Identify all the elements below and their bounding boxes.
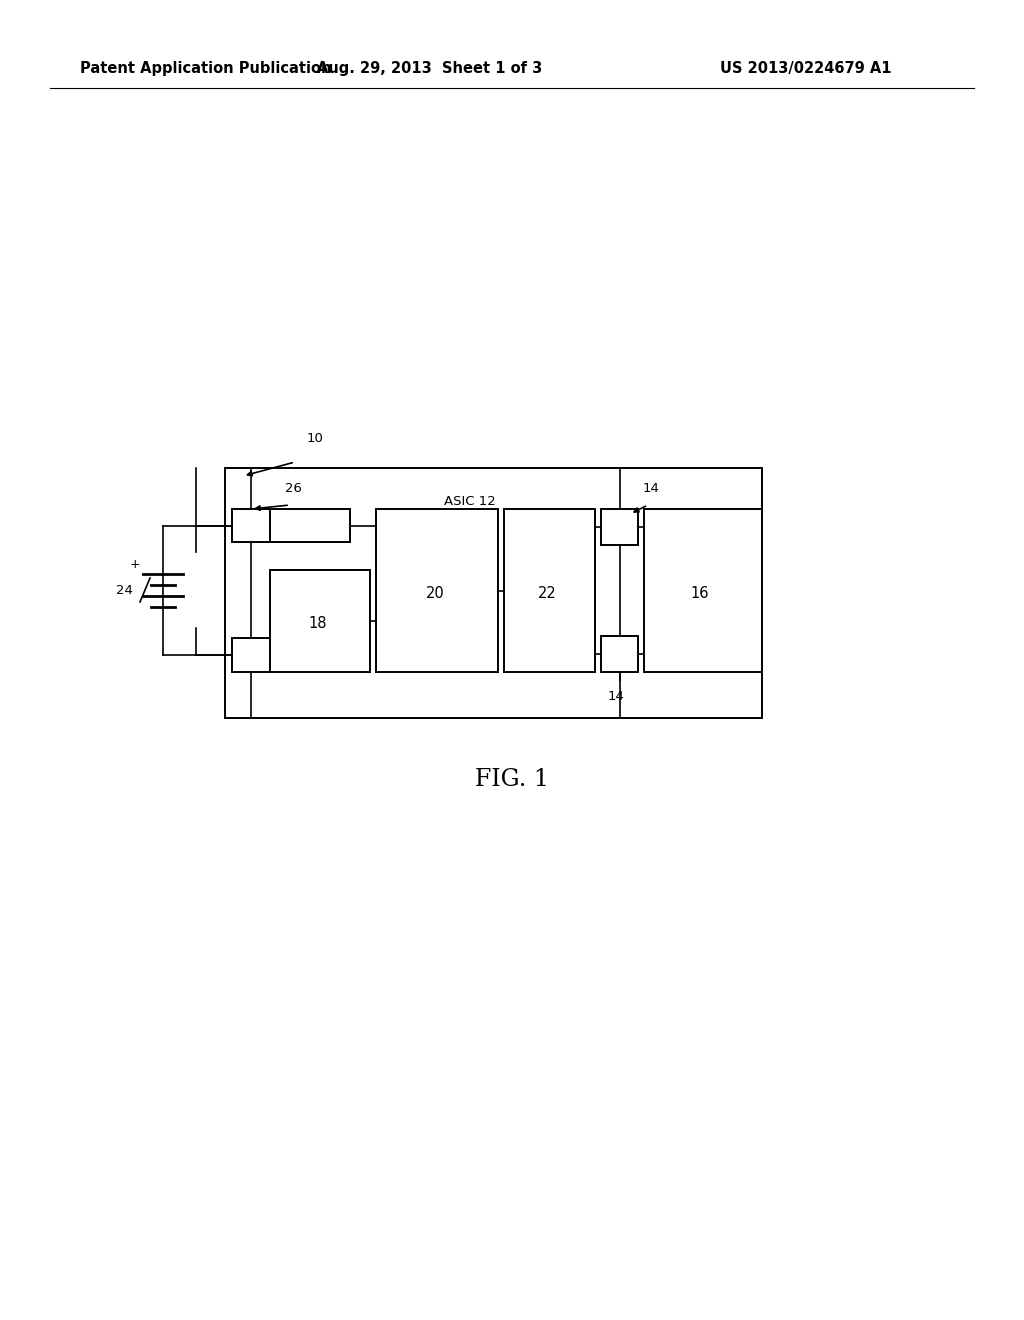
Bar xyxy=(644,510,762,672)
Text: 24: 24 xyxy=(116,583,133,597)
Bar xyxy=(601,636,638,672)
Bar xyxy=(232,510,270,543)
Text: 16: 16 xyxy=(691,586,710,601)
Bar xyxy=(376,510,498,672)
Text: ASIC 12: ASIC 12 xyxy=(444,495,496,508)
Text: Aug. 29, 2013  Sheet 1 of 3: Aug. 29, 2013 Sheet 1 of 3 xyxy=(317,61,543,75)
Bar xyxy=(270,510,350,543)
Text: +: + xyxy=(129,558,140,572)
Text: 10: 10 xyxy=(307,432,324,445)
Text: FIG. 1: FIG. 1 xyxy=(475,768,549,791)
Text: 20: 20 xyxy=(426,586,444,601)
Text: 26: 26 xyxy=(285,482,302,495)
Text: 14: 14 xyxy=(643,482,659,495)
Text: US 2013/0224679 A1: US 2013/0224679 A1 xyxy=(720,61,892,75)
Text: 18: 18 xyxy=(309,616,328,631)
Text: 22: 22 xyxy=(538,586,556,601)
Text: Patent Application Publication: Patent Application Publication xyxy=(80,61,332,75)
Bar xyxy=(232,638,270,672)
Bar xyxy=(270,570,370,672)
Bar xyxy=(225,469,762,718)
Bar xyxy=(504,510,595,672)
Bar xyxy=(601,510,638,545)
Text: 14: 14 xyxy=(608,690,625,704)
